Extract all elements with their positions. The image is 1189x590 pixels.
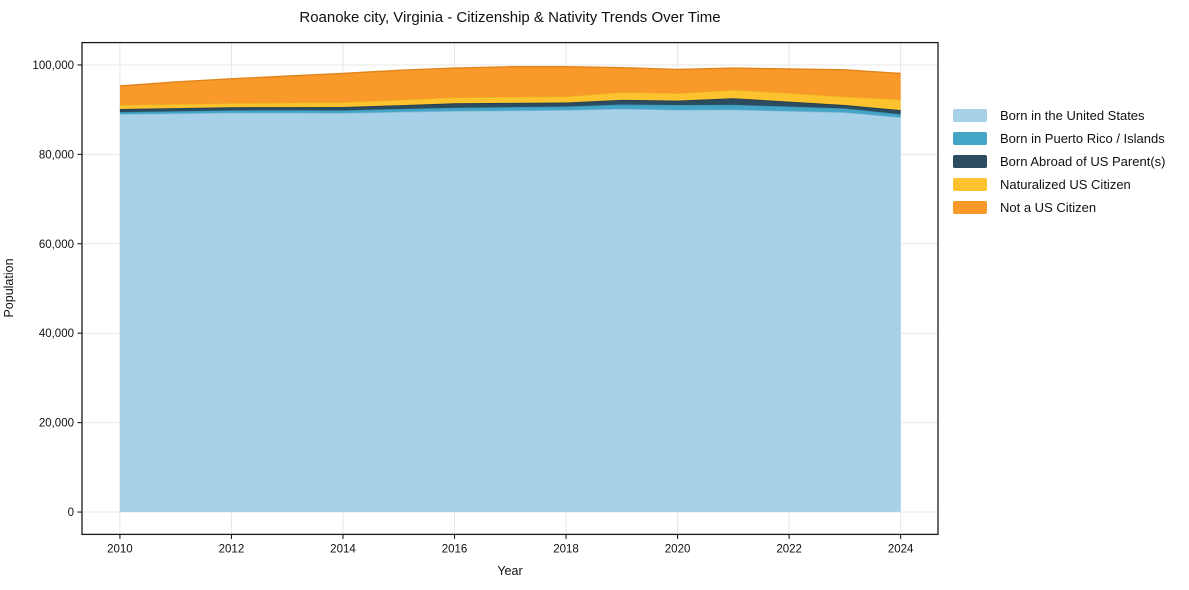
y-tick-label: 100,000	[32, 60, 74, 72]
legend-swatch-icon	[953, 132, 987, 145]
x-tick-label: 2018	[553, 543, 579, 555]
legend-swatch-icon	[953, 109, 987, 122]
legend-label: Born Abroad of US Parent(s)	[1000, 154, 1166, 169]
legend-swatch-icon	[953, 178, 987, 191]
legend-label: Born in the United States	[1000, 108, 1145, 123]
y-axis-label: Population	[2, 258, 16, 318]
x-tick-label: 2016	[442, 543, 468, 555]
area-series-1	[119, 104, 901, 118]
y-tick-label: 40,000	[39, 328, 74, 340]
chart-title: Roanoke city, Virginia - Citizenship & N…	[299, 9, 721, 26]
area-series-0	[119, 108, 901, 513]
x-tick-label: 2020	[665, 543, 691, 555]
area-series-2	[119, 98, 901, 115]
x-tick-label: 2024	[888, 543, 914, 555]
x-tick-label: 2010	[107, 543, 133, 555]
y-tick-label: 0	[68, 507, 74, 519]
legend-item-0: Born in the United States	[953, 104, 1165, 127]
legend-label: Not a US Citizen	[1000, 200, 1097, 215]
legend-label: Naturalized US Citizen	[1000, 177, 1131, 192]
legend: Born in the United States Born in Puerto …	[953, 104, 1165, 219]
area-series-4	[119, 66, 901, 106]
y-tick-label: 60,000	[39, 239, 74, 251]
legend-label: Born in Puerto Rico / Islands	[1000, 131, 1165, 146]
area-series-3	[119, 89, 901, 111]
x-tick-label: 2012	[219, 543, 245, 555]
legend-item-2: Born Abroad of US Parent(s)	[953, 150, 1165, 173]
y-tick-label: 80,000	[39, 149, 74, 161]
legend-item-4: Not a US Citizen	[953, 196, 1165, 219]
plot-frame	[81, 41, 939, 536]
x-tick-label: 2022	[776, 543, 802, 555]
area-edge-series-4	[119, 66, 901, 87]
legend-swatch-icon	[953, 201, 987, 214]
y-tick-label: 20,000	[39, 418, 74, 430]
legend-swatch-icon	[953, 155, 987, 168]
legend-item-1: Born in Puerto Rico / Islands	[953, 127, 1165, 150]
legend-item-3: Naturalized US Citizen	[953, 173, 1165, 196]
x-tick-label: 2014	[330, 543, 356, 555]
x-axis-label: Year	[497, 564, 523, 578]
